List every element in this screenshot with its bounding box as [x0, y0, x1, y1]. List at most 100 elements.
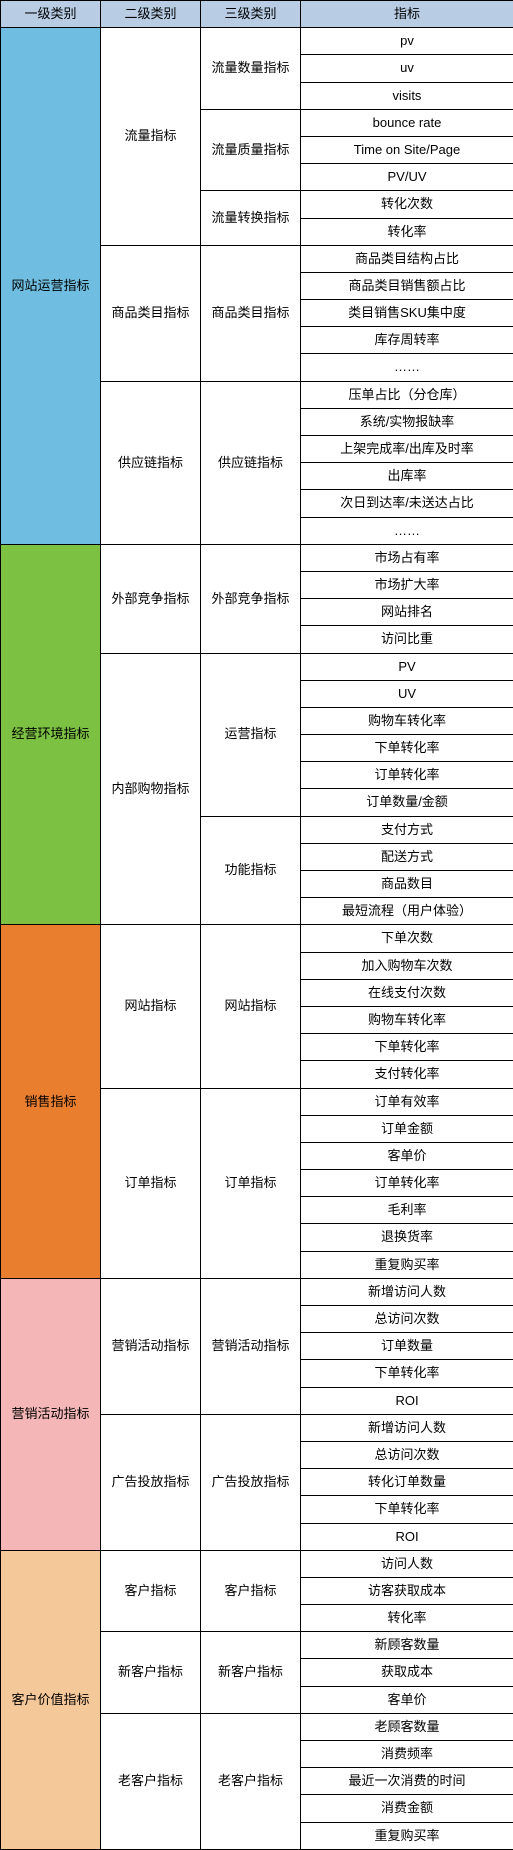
metric-cell: 购物车转化率 — [301, 1006, 513, 1033]
metric-cell: 上架完成率/出库及时率 — [301, 436, 513, 463]
metric-cell: 消费频率 — [301, 1741, 513, 1768]
metric-cell: 下单转化率 — [301, 1034, 513, 1061]
metric-cell: 加入购物车次数 — [301, 952, 513, 979]
level2-cell: 客户指标 — [101, 1550, 201, 1632]
metric-cell: 老顾客数量 — [301, 1713, 513, 1740]
metric-cell: 商品数目 — [301, 871, 513, 898]
metric-cell: 重复购买率 — [301, 1251, 513, 1278]
level2-cell: 广告投放指标 — [101, 1414, 201, 1550]
metric-cell: 订单转化率 — [301, 1170, 513, 1197]
level1-cell: 经营环境指标 — [1, 544, 101, 925]
metric-cell: 最短流程（用户体验） — [301, 898, 513, 925]
level3-cell: 订单指标 — [201, 1088, 301, 1278]
level3-cell: 流量质量指标 — [201, 109, 301, 191]
header-row: 一级类别 二级类别 三级类别 指标 — [1, 1, 513, 28]
level2-cell: 老客户指标 — [101, 1713, 201, 1849]
table-row: 客户价值指标客户指标客户指标访问人数 — [1, 1550, 513, 1577]
metric-cell: 新增访问人数 — [301, 1414, 513, 1441]
level3-cell: 流量转换指标 — [201, 191, 301, 245]
metric-cell: 商品类目结构占比 — [301, 245, 513, 272]
metric-cell: 网站排名 — [301, 599, 513, 626]
metric-cell: 商品类目销售额占比 — [301, 272, 513, 299]
level2-cell: 外部竞争指标 — [101, 544, 201, 653]
metrics-table: 一级类别 二级类别 三级类别 指标 网站运营指标流量指标流量数量指标pvuvvi… — [0, 0, 513, 1850]
metric-cell: 订单数量/金额 — [301, 789, 513, 816]
metric-cell: Time on Site/Page — [301, 136, 513, 163]
level3-cell: 广告投放指标 — [201, 1414, 301, 1550]
level2-cell: 新客户指标 — [101, 1632, 201, 1714]
metric-cell: 订单转化率 — [301, 762, 513, 789]
metric-cell: 总访问次数 — [301, 1306, 513, 1333]
level2-cell: 供应链指标 — [101, 381, 201, 544]
metric-cell: 毛利率 — [301, 1197, 513, 1224]
metric-cell: 最近一次消费的时间 — [301, 1768, 513, 1795]
table-body: 网站运营指标流量指标流量数量指标pvuvvisits流量质量指标bounce r… — [1, 28, 513, 1850]
header-c1: 一级类别 — [1, 1, 101, 28]
metric-cell: 访客获取成本 — [301, 1577, 513, 1604]
metric-cell: 市场扩大率 — [301, 571, 513, 598]
metric-cell: pv — [301, 28, 513, 55]
metric-cell: 下单次数 — [301, 925, 513, 952]
level3-cell: 老客户指标 — [201, 1713, 301, 1849]
metric-cell: 总访问次数 — [301, 1441, 513, 1468]
metric-cell: visits — [301, 82, 513, 109]
level2-cell: 商品类目指标 — [101, 245, 201, 381]
table-row: 营销活动指标营销活动指标营销活动指标新增访问人数 — [1, 1278, 513, 1305]
level2-cell: 订单指标 — [101, 1088, 201, 1278]
level3-cell: 客户指标 — [201, 1550, 301, 1632]
metric-cell: ROI — [301, 1523, 513, 1550]
metric-cell: 订单有效率 — [301, 1088, 513, 1115]
metric-cell: 转化订单数量 — [301, 1469, 513, 1496]
metric-cell: 消费金额 — [301, 1795, 513, 1822]
header-c2: 二级类别 — [101, 1, 201, 28]
metric-cell: 配送方式 — [301, 843, 513, 870]
level1-cell: 营销活动指标 — [1, 1278, 101, 1550]
level1-cell: 客户价值指标 — [1, 1550, 101, 1849]
metric-cell: PV/UV — [301, 164, 513, 191]
metric-cell: 转化率 — [301, 1605, 513, 1632]
metric-cell: …… — [301, 354, 513, 381]
level2-cell: 流量指标 — [101, 28, 201, 246]
header-c4: 指标 — [301, 1, 513, 28]
level3-cell: 供应链指标 — [201, 381, 301, 544]
metric-cell: UV — [301, 680, 513, 707]
metric-cell: PV — [301, 653, 513, 680]
metric-cell: 类目销售SKU集中度 — [301, 300, 513, 327]
metric-cell: bounce rate — [301, 109, 513, 136]
metric-cell: 客单价 — [301, 1686, 513, 1713]
level3-cell: 商品类目指标 — [201, 245, 301, 381]
level3-cell: 流量数量指标 — [201, 28, 301, 110]
metric-cell: 新顾客数量 — [301, 1632, 513, 1659]
metric-cell: 客单价 — [301, 1142, 513, 1169]
metric-cell: …… — [301, 517, 513, 544]
level3-cell: 功能指标 — [201, 816, 301, 925]
level2-cell: 网站指标 — [101, 925, 201, 1088]
metric-cell: 支付方式 — [301, 816, 513, 843]
metric-cell: 订单数量 — [301, 1333, 513, 1360]
level3-cell: 网站指标 — [201, 925, 301, 1088]
metric-cell: 出库率 — [301, 463, 513, 490]
metric-cell: 访问人数 — [301, 1550, 513, 1577]
metric-cell: 购物车转化率 — [301, 707, 513, 734]
level3-cell: 营销活动指标 — [201, 1278, 301, 1414]
metric-cell: 下单转化率 — [301, 1360, 513, 1387]
level1-cell: 销售指标 — [1, 925, 101, 1278]
metric-cell: 订单金额 — [301, 1115, 513, 1142]
level3-cell: 运营指标 — [201, 653, 301, 816]
metric-cell: 获取成本 — [301, 1659, 513, 1686]
level3-cell: 新客户指标 — [201, 1632, 301, 1714]
level2-cell: 内部购物指标 — [101, 653, 201, 925]
metric-cell: ROI — [301, 1387, 513, 1414]
metric-cell: 重复购买率 — [301, 1822, 513, 1849]
level3-cell: 外部竞争指标 — [201, 544, 301, 653]
metric-cell: 退换货率 — [301, 1224, 513, 1251]
metric-cell: 新增访问人数 — [301, 1278, 513, 1305]
metric-cell: 转化次数 — [301, 191, 513, 218]
table-row: 经营环境指标外部竞争指标外部竞争指标市场占有率 — [1, 544, 513, 571]
metric-cell: 市场占有率 — [301, 544, 513, 571]
metric-cell: uv — [301, 55, 513, 82]
metric-cell: 库存周转率 — [301, 327, 513, 354]
metric-cell: 下单转化率 — [301, 735, 513, 762]
metric-cell: 在线支付次数 — [301, 979, 513, 1006]
table-row: 销售指标网站指标网站指标下单次数 — [1, 925, 513, 952]
